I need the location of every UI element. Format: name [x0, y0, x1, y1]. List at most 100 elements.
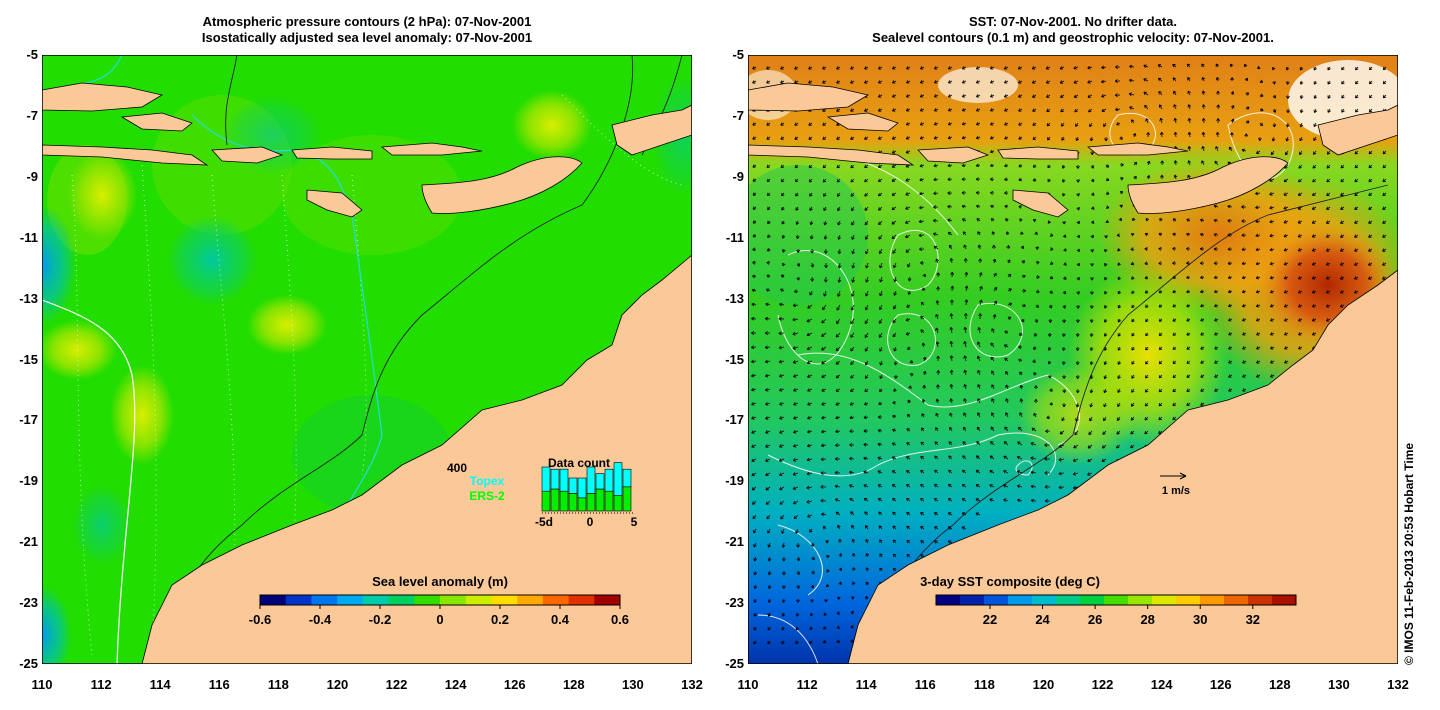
velocity-arrow — [1354, 150, 1359, 155]
velocity-arrow — [1157, 77, 1163, 82]
velocity-arrow — [822, 178, 827, 183]
velocity-arrow — [891, 80, 897, 84]
velocity-arrow — [864, 178, 869, 183]
velocity-arrow — [1144, 104, 1149, 110]
velocity-arrow — [781, 248, 786, 253]
data-count-bar-ers2 — [622, 486, 632, 512]
velocity-arrow — [1382, 192, 1387, 196]
data-count-bar-ers2 — [550, 488, 560, 512]
velocity-arrow — [850, 66, 855, 70]
velocity-arrow — [1059, 66, 1065, 70]
velocity-arrow — [1119, 176, 1124, 181]
velocity-arrow — [1229, 63, 1234, 68]
velocity-arrow — [1031, 80, 1037, 84]
velocity-arrow — [947, 121, 953, 126]
pressure-contours — [71, 94, 683, 656]
velocity-arrow — [905, 178, 911, 182]
velocity-arrow — [1269, 233, 1275, 238]
colorbar-tick-label: 32 — [1246, 612, 1260, 627]
velocity-arrow — [1369, 94, 1373, 99]
velocity-arrow — [836, 178, 841, 183]
velocity-arrow — [865, 248, 869, 255]
sea-level-anomaly-map: 400 Topex ERS-2 Data count -5d 0 5 Sea l… — [42, 55, 692, 664]
velocity-arrow — [1132, 132, 1137, 138]
data-count-bar-topex — [595, 473, 605, 490]
velocity-arrow — [1118, 217, 1122, 222]
velocity-arrow — [1259, 79, 1264, 83]
velocity-arrow — [1173, 104, 1177, 110]
velocity-arrow — [1074, 108, 1079, 113]
colorbar-swatch — [337, 595, 364, 605]
velocity-arrow — [1060, 122, 1065, 127]
velocity-arrow — [1017, 80, 1023, 84]
data-count-bar-ers2 — [541, 490, 551, 512]
colorbar-tick-label: 30 — [1193, 612, 1207, 627]
velocity-arrow — [961, 80, 967, 84]
right-title-line1: SST: 07-Nov-2001. No drifter data. — [968, 14, 1178, 29]
velocity-arrow — [1269, 219, 1275, 224]
velocity-arrow — [1299, 150, 1303, 156]
velocity-arrow — [891, 66, 897, 70]
velocity-arrow — [1326, 178, 1331, 183]
velocity-arrow — [947, 204, 953, 209]
velocity-arrow — [975, 66, 981, 70]
velocity-arrow — [1187, 160, 1192, 166]
velocity-arrow — [864, 164, 869, 169]
velocity-arrow — [919, 80, 925, 84]
velocity-arrow — [837, 234, 842, 240]
velocity-arrow — [1087, 65, 1093, 70]
velocity-arrow — [1340, 178, 1345, 183]
velocity-arrow — [933, 163, 939, 168]
colorbar-tick-label: 22 — [983, 612, 997, 627]
velocity-arrow — [822, 66, 827, 70]
velocity-arrow — [1244, 133, 1248, 138]
left-lat-tick--9: -9 — [26, 168, 38, 184]
velocity-arrow — [1073, 80, 1079, 84]
velocity-arrow — [1201, 117, 1206, 124]
velocity-arrow — [1255, 219, 1261, 224]
colorbar-swatch — [1224, 595, 1249, 605]
velocity-arrow — [1186, 232, 1191, 237]
velocity-arrow — [752, 247, 757, 252]
data-count-x-start: -5d — [535, 515, 553, 529]
velocity-arrow — [836, 108, 841, 112]
left-lon-tick-126: 126 — [503, 677, 526, 692]
velocity-arrow — [961, 94, 967, 98]
velocity-arrow — [975, 177, 981, 182]
data-count-bars — [541, 462, 632, 512]
velocity-arrow — [752, 178, 757, 182]
velocity-arrow — [1172, 63, 1177, 68]
velocity-arrow — [877, 136, 883, 140]
velocity-arrow — [1047, 220, 1052, 224]
velocity-arrow — [864, 66, 869, 70]
velocity-arrow — [1245, 120, 1250, 124]
velocity-arrow — [1128, 92, 1135, 97]
velocity-arrow — [1091, 206, 1095, 210]
velocity-arrow — [1311, 220, 1317, 224]
velocity-arrow — [766, 122, 771, 126]
colorbar-tick-label: -0.4 — [309, 612, 332, 627]
velocity-arrow — [877, 178, 883, 182]
velocity-arrow — [795, 234, 800, 239]
colorbar-swatch — [311, 595, 338, 605]
velocity-arrow — [1256, 150, 1261, 154]
velocity-arrow — [1049, 247, 1054, 251]
velocity-arrow — [1241, 233, 1247, 238]
velocity-arrow — [1241, 148, 1247, 153]
velocity-arrow — [767, 234, 771, 238]
velocity-arrow — [1270, 150, 1275, 156]
velocity-arrow — [1286, 95, 1290, 99]
velocity-arrow — [878, 234, 883, 240]
velocity-arrow — [1297, 192, 1303, 196]
left-lat-tick--11: -11 — [19, 229, 38, 245]
velocity-arrow — [1382, 164, 1387, 169]
velocity-arrow — [1382, 220, 1387, 224]
velocity-arrow — [1285, 122, 1290, 128]
velocity-arrow — [823, 192, 827, 197]
velocity-arrow — [1341, 80, 1345, 85]
velocity-arrow — [1103, 122, 1107, 127]
velocity-arrow — [919, 247, 925, 252]
velocity-arrow — [962, 231, 967, 236]
right-lat-tick--7: -7 — [732, 107, 744, 123]
velocity-arrow — [877, 164, 883, 168]
